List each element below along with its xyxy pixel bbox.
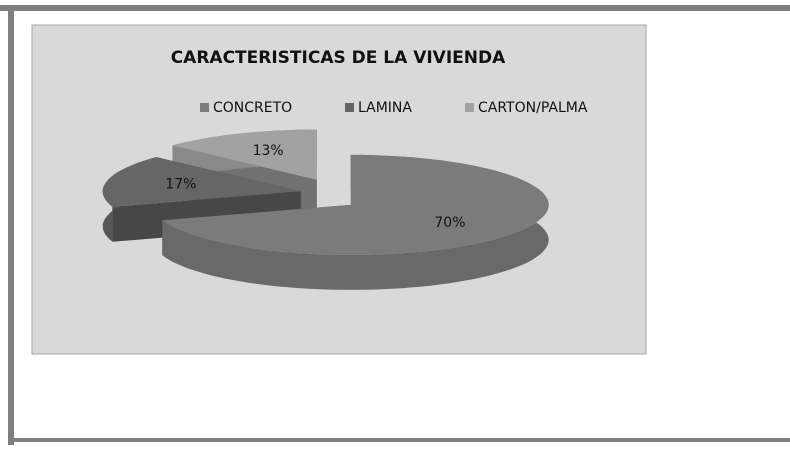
frame-left <box>8 5 14 445</box>
slice-top <box>172 129 317 180</box>
slice <box>102 157 301 242</box>
data-label: 13% <box>253 143 284 159</box>
legend-label: CARTON/PALMA <box>478 100 588 116</box>
frame-top <box>0 5 790 11</box>
legend-swatch <box>345 103 354 112</box>
slice-top <box>102 157 301 207</box>
chart-title: CARACTERISTICAS DE LA VIVIENDA <box>171 48 506 68</box>
plot: CONCRETO LAMINA CARTON/PALMA 70% 17% 13% <box>102 100 588 290</box>
legend-label: LAMINA <box>358 100 412 116</box>
slice <box>162 154 549 290</box>
data-label: 17% <box>165 177 196 193</box>
legend-swatch <box>465 103 474 112</box>
legend-label: CONCRETO <box>213 100 292 116</box>
frame-bottom <box>8 438 790 442</box>
legend-swatch <box>200 103 209 112</box>
slice-top <box>162 154 549 255</box>
data-label: 70% <box>434 215 465 231</box>
